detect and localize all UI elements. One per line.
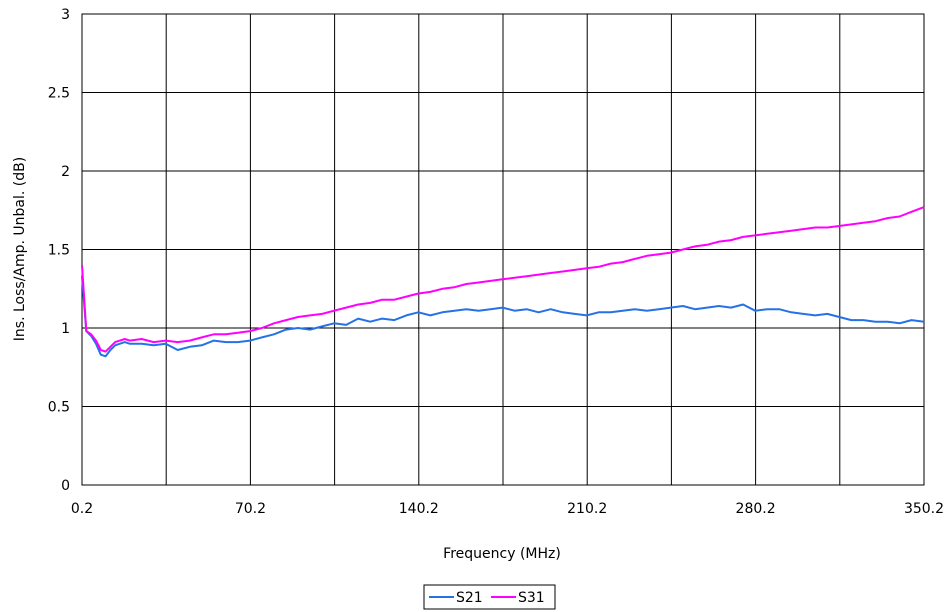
- y-axis-title: Ins. Loss/Amp. Unbal. (dB): [12, 157, 28, 341]
- y-tick-label: 0.5: [48, 400, 70, 416]
- y-tick-label: 3: [61, 7, 70, 23]
- plot-area: [81, 13, 925, 486]
- y-tick-label: 2.5: [48, 86, 70, 102]
- series-line-s31: [81, 206, 925, 353]
- x-axis-title: Frequency (MHz): [443, 546, 561, 562]
- x-tick-label: 140.2: [399, 501, 439, 517]
- x-tick-label: 350.2: [904, 501, 944, 517]
- x-tick-label: 280.2: [736, 501, 776, 517]
- y-tick-label: 1: [61, 321, 70, 337]
- series-line-s21: [81, 276, 925, 358]
- x-tick-label: 0.2: [71, 501, 93, 517]
- grid: [81, 13, 925, 486]
- y-tick-label: 1.5: [48, 243, 70, 259]
- legend-label-s21: S21: [456, 590, 483, 606]
- x-tick-label: 70.2: [235, 501, 266, 517]
- x-tick-label: 210.2: [567, 501, 607, 517]
- series-layer: [81, 206, 925, 358]
- legend: S21 S31: [423, 584, 556, 610]
- legend-label-s31: S31: [518, 590, 545, 606]
- x-tick-labels: 0.2 70.2 140.2 210.2 280.2 350.2: [71, 501, 944, 517]
- y-tick-label: 2: [61, 164, 70, 180]
- y-tick-label: 0: [61, 478, 70, 494]
- y-tick-labels: 0 0.5 1 1.5 2 2.5 3: [48, 7, 70, 494]
